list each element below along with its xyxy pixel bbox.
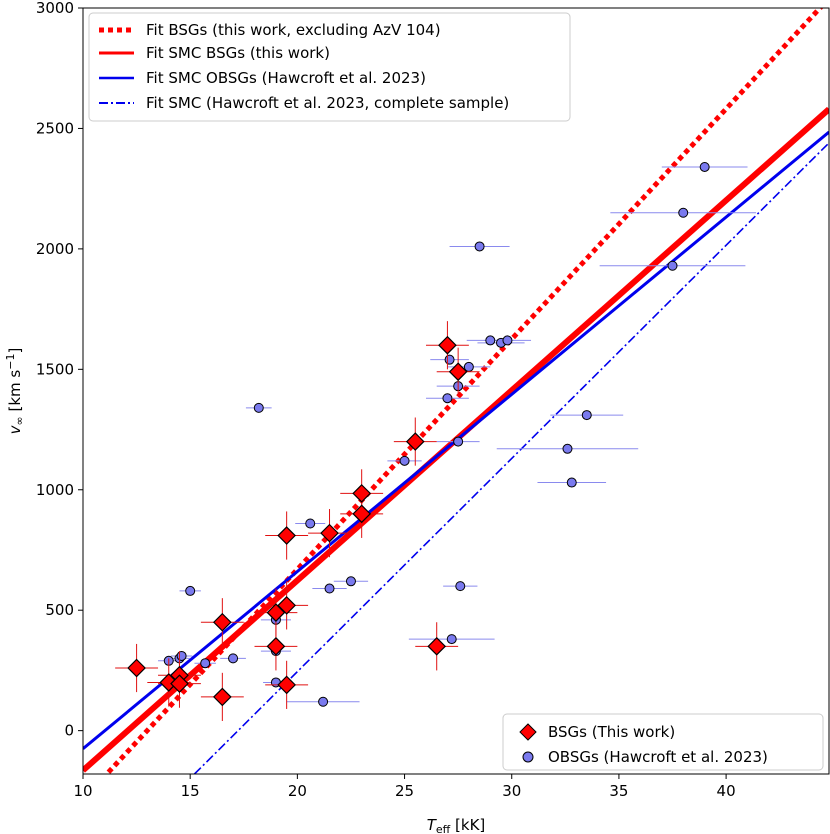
y-tick-label: 500 bbox=[45, 601, 74, 619]
obsg-point bbox=[324, 583, 335, 594]
bsg-point bbox=[277, 526, 296, 545]
x-tick-label: 25 bbox=[395, 782, 414, 800]
fit-line-dotted bbox=[103, 8, 824, 774]
obsg-point bbox=[699, 161, 710, 172]
marker-legend-box bbox=[502, 713, 824, 771]
bsg-point bbox=[277, 675, 296, 695]
obsg-point bbox=[667, 260, 678, 271]
x-tick-label: 35 bbox=[609, 782, 628, 800]
obsg-point bbox=[345, 576, 356, 587]
marker-legend: BSGs (This work) OBSGs (Hawcroft et al. … bbox=[502, 713, 824, 771]
y-tick-label: 0 bbox=[64, 722, 74, 740]
legend-fit-smc-obsgs: Fit SMC OBSGs (Hawcroft et al. 2023) bbox=[146, 69, 426, 87]
bsg-point bbox=[405, 432, 425, 451]
obsg-point bbox=[455, 581, 466, 592]
obsg-point bbox=[200, 658, 211, 669]
obsg-point bbox=[678, 207, 689, 218]
obsg-point bbox=[566, 477, 577, 488]
obsg-point bbox=[502, 335, 513, 346]
legend-fit-smc-bsgs: Fit SMC BSGs (this work) bbox=[146, 44, 330, 62]
x-tick-label: 10 bbox=[73, 782, 92, 800]
obsg-point bbox=[399, 455, 410, 466]
y-tick-label: 2000 bbox=[36, 240, 74, 258]
fit-legend: Fit BSGs (this work, excluding AzV 104) … bbox=[88, 12, 571, 122]
legend-bsgs: BSGs (This work) bbox=[548, 723, 675, 741]
obsg-point bbox=[176, 650, 187, 661]
bsg-point bbox=[427, 636, 447, 656]
bsg-point bbox=[127, 658, 146, 678]
data-points bbox=[115, 161, 757, 722]
bsg-point bbox=[438, 335, 457, 355]
x-tick-label: 40 bbox=[717, 782, 736, 800]
bsg-point bbox=[266, 636, 286, 656]
x-tick-label: 20 bbox=[288, 782, 307, 800]
bsg-point bbox=[320, 523, 339, 543]
x-tick-label: 30 bbox=[502, 782, 521, 800]
x-axis-ticks: 10 15 20 25 30 35 40 bbox=[73, 774, 736, 800]
obsg-point bbox=[453, 436, 464, 447]
bsg-point bbox=[352, 484, 372, 503]
obsg-point bbox=[446, 634, 457, 645]
obsg-point bbox=[305, 518, 316, 529]
obsg-point bbox=[444, 354, 455, 365]
x-axis-label: Teff [kK] bbox=[427, 816, 486, 834]
obsg-point bbox=[474, 241, 485, 252]
legend-marker-diamond bbox=[519, 723, 537, 741]
obsg-point bbox=[318, 696, 329, 707]
bsg-point bbox=[448, 362, 468, 382]
bsg-point bbox=[266, 603, 286, 622]
obsg-point bbox=[253, 402, 264, 413]
y-tick-label: 1000 bbox=[36, 481, 74, 499]
obsg-point bbox=[185, 585, 196, 596]
y-tick-label: 2500 bbox=[36, 119, 74, 137]
bsg-point bbox=[212, 687, 232, 707]
fit-legend-box bbox=[88, 12, 571, 122]
obsg-point bbox=[485, 335, 496, 346]
obsg-point bbox=[442, 393, 453, 404]
obsg-point bbox=[562, 443, 573, 454]
bsg-point bbox=[277, 596, 296, 615]
y-tick-label: 1500 bbox=[36, 360, 74, 378]
bsg-point bbox=[212, 612, 232, 632]
obsg-point bbox=[581, 410, 592, 421]
legend-obsgs: OBSGs (Hawcroft et al. 2023) bbox=[548, 748, 768, 766]
fit-line-dashdot bbox=[193, 142, 829, 774]
bsg-point bbox=[352, 504, 372, 524]
x-tick-label: 15 bbox=[181, 782, 200, 800]
legend-fit-bsgs: Fit BSGs (this work, excluding AzV 104) bbox=[146, 21, 441, 39]
plot-frame bbox=[82, 7, 830, 775]
legend-fit-smc-complete: Fit SMC (Hawcroft et al. 2023, complete … bbox=[146, 94, 509, 112]
y-axis-ticks: 0 500 1000 1500 2000 2500 3000 bbox=[36, 0, 83, 740]
y-axis-label: v∞ [km s−1] bbox=[4, 348, 26, 435]
obsg-point bbox=[228, 653, 239, 664]
legend-marker-circle bbox=[522, 751, 534, 763]
y-tick-label: 3000 bbox=[36, 0, 74, 17]
bsg-point bbox=[170, 674, 189, 694]
